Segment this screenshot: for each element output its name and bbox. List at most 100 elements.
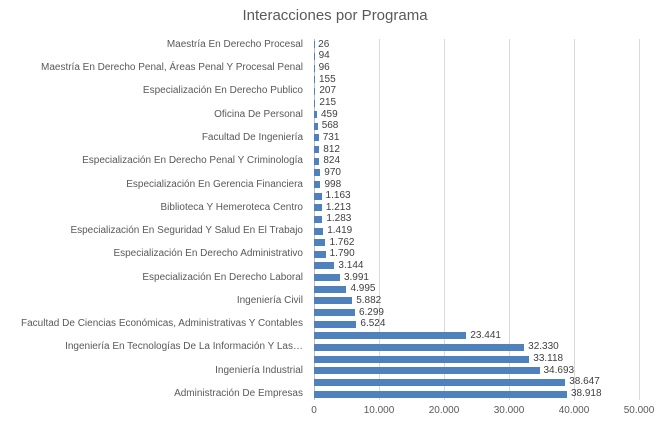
bar: [314, 192, 322, 200]
bar: [314, 64, 315, 72]
bar-row: 207: [314, 86, 639, 98]
gridline: [379, 39, 380, 400]
gridline: [639, 39, 640, 400]
category-label: [0, 260, 308, 272]
bar-value-label: 3.144: [338, 259, 364, 271]
x-tick-label: 0: [311, 405, 317, 416]
bar-value-label: 34.693: [543, 364, 575, 376]
bar-row: 824: [314, 155, 639, 167]
category-label: Especialización En Derecho Administrativ…: [113, 248, 303, 260]
bar-value-label: 1.790: [329, 248, 355, 260]
category-label: Facultad De Ciencias Económicas, Adminis…: [21, 318, 303, 330]
category-label: [0, 190, 308, 202]
bar: [314, 285, 347, 293]
bar-row: 94: [314, 51, 639, 63]
bar-value-label: 998: [324, 178, 342, 190]
bar-value-label: 32.330: [528, 341, 559, 353]
bar: [314, 204, 322, 212]
bar-value-label: 94: [318, 50, 330, 62]
bar: [314, 87, 316, 95]
bar: [314, 250, 326, 258]
category-label: Maestría En Derecho Procesal: [166, 38, 303, 50]
bar: [314, 367, 540, 375]
plot-area: 26 94 96 155 207 215 459 568 731 812 824 970 998 1.16…: [314, 39, 640, 400]
bar: [314, 157, 320, 165]
bar: [314, 390, 567, 398]
category-label: Especialización En Derecho Penal Y Crimi…: [82, 155, 303, 167]
bar-value-label: 731: [322, 131, 340, 143]
bar: [314, 181, 321, 188]
bar-row: 6.524: [314, 318, 639, 330]
bar-row: 1.213: [314, 202, 639, 214]
bar-row: 5.882: [314, 295, 639, 307]
bar: [314, 332, 467, 340]
bar-value-label: 33.118: [533, 353, 564, 365]
category-label: [0, 237, 308, 249]
category-label: Oficina De Personal: [214, 108, 303, 120]
bar: [314, 297, 353, 305]
x-axis: 0 10.000 20.000 30.000 40.000 50.000: [311, 405, 654, 419]
category-label: Especialización En Derecho Publico: [142, 85, 303, 97]
bar-value-label: 26: [318, 38, 330, 50]
x-tick-label: 10.000: [363, 405, 395, 416]
bar-value-label: 6.299: [358, 306, 384, 318]
bar-row: 812: [314, 144, 639, 156]
bar-value-label: 23.441: [470, 329, 501, 341]
x-tick-label: 30.000: [493, 405, 525, 416]
bar-row: 568: [314, 120, 639, 132]
bar: [314, 274, 340, 282]
bar: [314, 146, 320, 154]
bar-value-label: 1.213: [325, 201, 351, 213]
x-tick-label: 50.000: [623, 405, 655, 416]
bar-row: 998: [314, 179, 639, 191]
x-tick-label: 20.000: [428, 405, 460, 416]
category-label: Maestría En Derecho Penal, Áreas Penal Y…: [40, 62, 303, 74]
bar-row: 155: [314, 74, 639, 86]
bar-value-label: 1.762: [329, 236, 355, 248]
bar-value-label: 215: [319, 97, 337, 109]
bar-value-label: 96: [318, 62, 330, 74]
bar: [314, 111, 317, 119]
category-label: [0, 377, 308, 389]
x-tick-label: 40.000: [558, 405, 590, 416]
bar: [314, 52, 315, 60]
bar-value-label: 1.163: [325, 190, 351, 202]
category-label: Ingeniería Civil: [236, 294, 303, 306]
bar: [314, 134, 319, 142]
category-label: Especialización En Derecho Laboral: [142, 271, 303, 283]
bar-value-label: 970: [324, 166, 341, 178]
bar-row: 459: [314, 109, 639, 121]
bar-row: 3.991: [314, 272, 639, 284]
bar-row: 731: [314, 132, 639, 144]
bar: [314, 239, 326, 247]
bar-row: 33.118: [314, 353, 639, 365]
bar-value-label: 38.918: [570, 388, 602, 400]
bar-value-label: 1.419: [327, 225, 353, 237]
category-label: [0, 330, 308, 342]
gridline: [509, 39, 510, 400]
bar-row: 26: [314, 39, 639, 51]
bar-row: 96: [314, 62, 639, 74]
bar-row: 970: [314, 167, 639, 179]
bar-value-label: 459: [320, 108, 338, 120]
bar: [314, 122, 318, 130]
bar-row: 4.995: [314, 283, 639, 295]
bar-row: 34.693: [314, 365, 639, 377]
bar-value-label: 812: [323, 143, 340, 155]
bar: [314, 343, 525, 351]
bar: [314, 320, 357, 328]
chart-title: Interacciones por Programa: [242, 7, 428, 24]
bar-row: 1.163: [314, 190, 639, 202]
bar-row: 1.283: [314, 214, 639, 226]
bar-value-label: 155: [319, 73, 336, 85]
bar-value-label: 38.647: [569, 376, 600, 388]
category-label: [0, 144, 308, 156]
bar: [314, 355, 530, 363]
category-label: Administración De Empresas: [174, 388, 303, 400]
bar-value-label: 824: [323, 155, 341, 167]
category-label: [0, 167, 308, 179]
bar: [314, 99, 316, 107]
category-label: [0, 97, 308, 109]
bar: [314, 215, 323, 223]
